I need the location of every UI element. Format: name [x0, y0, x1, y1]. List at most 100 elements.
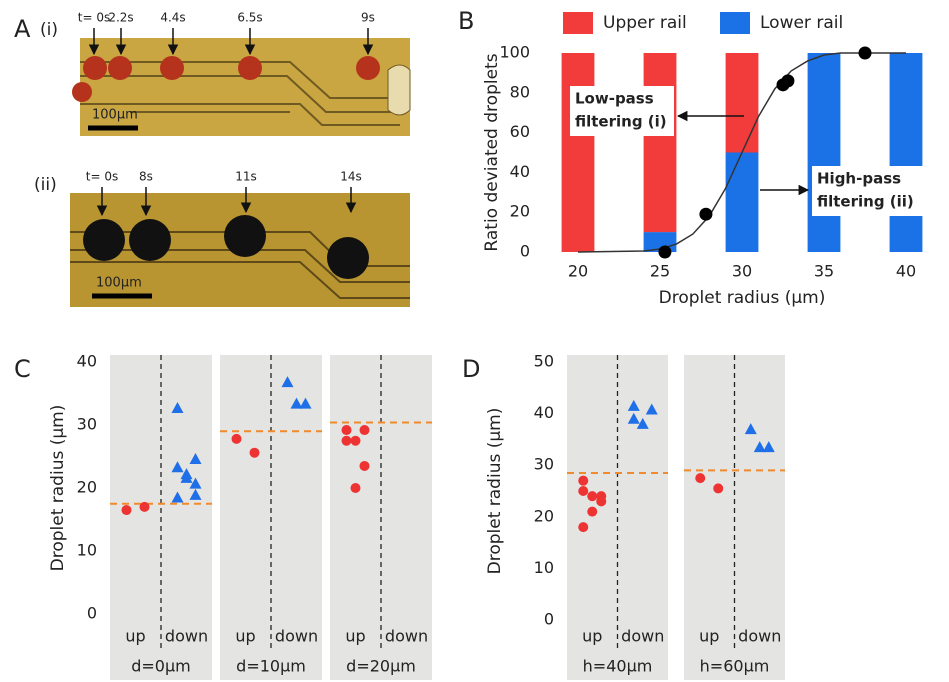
- y-axis-label: Droplet radius (μm): [48, 405, 68, 572]
- data-point: [299, 397, 312, 409]
- data-point: [281, 376, 294, 388]
- data-point: [180, 471, 193, 483]
- bar-segment: [643, 53, 677, 233]
- group-label: d=0μm: [131, 657, 191, 676]
- data-point: [596, 496, 607, 507]
- subgroup-label: down: [275, 627, 318, 646]
- data-point: [578, 486, 589, 496]
- x-tick-label: 20: [568, 262, 588, 281]
- time-label: 4.4s: [160, 11, 185, 25]
- data-point: [636, 417, 649, 429]
- annotation: Low-pass: [575, 90, 654, 108]
- legend-swatch: [720, 12, 750, 34]
- data-point: [699, 207, 713, 221]
- data-point: [587, 491, 598, 502]
- x-tick-label: 35: [814, 262, 834, 281]
- data-point: [753, 441, 766, 453]
- group-label: h=60μm: [700, 657, 770, 676]
- y-tick-label: 40: [77, 352, 97, 371]
- panel-letter: A: [14, 15, 31, 43]
- subgroup-label: down: [385, 627, 428, 646]
- subgroup-label: down: [165, 627, 208, 646]
- bar-segment: [889, 53, 923, 252]
- data-point: [121, 505, 132, 516]
- data-point: [645, 403, 658, 415]
- data-point: [189, 488, 202, 500]
- subgroup-label: up: [125, 627, 145, 646]
- y-tick-label: 10: [77, 541, 97, 560]
- time-arrows: [88, 28, 374, 217]
- annotation: filtering (ii): [817, 193, 914, 211]
- data-point: [189, 477, 202, 489]
- data-point: [341, 425, 352, 436]
- data-point: [744, 423, 757, 435]
- data-point: [359, 425, 370, 436]
- y-tick-label: 60: [510, 122, 530, 141]
- legend-swatch: [563, 12, 593, 34]
- y-tick-label: 20: [77, 478, 97, 497]
- time-label: 11s: [235, 170, 257, 184]
- time-label: 6.5s: [237, 11, 262, 25]
- annotation: filtering (i): [575, 113, 667, 131]
- y-tick-label: 0: [544, 610, 554, 629]
- group-label: d=20μm: [346, 657, 416, 676]
- data-point: [359, 460, 370, 471]
- data-point: [171, 401, 184, 413]
- annotation: High-pass: [817, 170, 901, 188]
- bar-segment: [725, 152, 759, 252]
- data-point: [627, 412, 640, 424]
- y-tick-label: 20: [534, 506, 554, 525]
- x-tick-label: 40: [896, 262, 916, 281]
- bar-segment: [561, 53, 595, 252]
- y-tick-label: 30: [534, 455, 554, 474]
- y-tick-label: 40: [534, 403, 554, 422]
- row-label: (ii): [34, 175, 57, 195]
- panel-letter: C: [14, 355, 31, 383]
- data-point: [341, 435, 352, 446]
- scale-label: 100μm: [96, 276, 142, 291]
- time-label: 9s: [361, 11, 375, 25]
- y-axis-label: Ratio deviated droplets: [482, 53, 502, 251]
- data-point: [587, 506, 598, 517]
- panel-letter: D: [462, 355, 480, 383]
- data-point: [627, 399, 640, 411]
- y-tick-label: 100: [499, 43, 530, 62]
- y-tick-label: 50: [534, 352, 554, 371]
- y-tick-label: 0: [520, 242, 530, 261]
- subgroup-label: down: [738, 627, 781, 646]
- y-tick-label: 40: [510, 162, 530, 181]
- time-label: 8s: [139, 170, 153, 184]
- time-label: 14s: [340, 170, 362, 184]
- group-label: h=40μm: [583, 657, 653, 676]
- subgroup-label: up: [235, 627, 255, 646]
- y-tick-label: 0: [87, 604, 97, 623]
- data-point: [350, 435, 361, 446]
- data-point: [578, 522, 589, 533]
- data-point: [139, 501, 150, 512]
- data-point: [231, 433, 242, 444]
- data-point: [189, 453, 202, 465]
- annotation-box: [570, 86, 674, 136]
- data-point: [781, 74, 795, 88]
- data-point: [658, 245, 672, 259]
- data-point: [249, 447, 260, 458]
- time-label: t= 0s: [78, 11, 110, 25]
- data-point: [578, 475, 589, 486]
- data-point: [858, 46, 872, 60]
- bar-segment: [725, 53, 759, 153]
- data-point: [171, 461, 184, 473]
- data-point: [762, 441, 775, 453]
- subgroup-label: up: [345, 627, 365, 646]
- x-axis-label: Droplet radius (μm): [659, 288, 826, 308]
- y-tick-label: 30: [77, 415, 97, 434]
- y-tick-label: 20: [510, 202, 530, 221]
- y-tick-label: 80: [510, 82, 530, 101]
- data-point: [290, 397, 303, 409]
- time-label: 2.2s: [108, 11, 133, 25]
- legend-label: Upper rail: [603, 13, 687, 33]
- group-label: d=10μm: [236, 657, 306, 676]
- legend-label: Lower rail: [760, 13, 843, 33]
- y-tick-label: 10: [534, 558, 554, 577]
- data-point: [695, 473, 706, 484]
